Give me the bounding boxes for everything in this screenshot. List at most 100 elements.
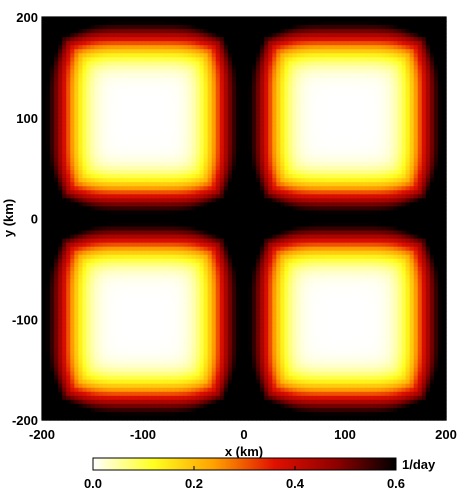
heatmap-cell xyxy=(207,45,213,50)
heatmap-cell xyxy=(90,53,96,58)
heatmap-cell xyxy=(114,21,120,26)
heatmap-cell xyxy=(130,182,136,187)
heatmap-cell xyxy=(296,121,302,127)
heatmap-cell xyxy=(227,202,233,208)
heatmap-cell xyxy=(292,69,298,75)
heatmap-cell xyxy=(296,162,302,167)
heatmap-cell xyxy=(328,77,334,83)
heatmap-cell xyxy=(42,194,47,199)
heatmap-cell xyxy=(288,17,294,22)
heatmap-cell xyxy=(126,97,132,103)
heatmap-cell xyxy=(300,37,306,42)
heatmap-cell xyxy=(203,37,209,42)
heatmap-cell xyxy=(179,145,184,151)
heatmap-cell xyxy=(147,125,152,131)
heatmap-cell xyxy=(211,45,217,50)
heatmap-cell xyxy=(66,166,71,171)
heatmap-cell xyxy=(110,129,116,135)
heatmap-cell xyxy=(114,113,120,119)
heatmap-cell xyxy=(284,29,290,34)
heatmap-cell xyxy=(195,73,201,79)
heatmap-cell xyxy=(151,113,156,119)
heatmap-cell xyxy=(239,162,245,167)
heatmap-cell xyxy=(288,186,294,191)
heatmap-cell xyxy=(126,73,132,79)
heatmap-cell xyxy=(332,101,338,107)
heatmap-cell xyxy=(191,190,197,195)
heatmap-cell xyxy=(381,57,386,62)
heatmap-cell xyxy=(437,65,443,70)
heatmap-cell xyxy=(138,174,144,179)
heatmap-cell xyxy=(134,97,140,103)
heatmap-cell xyxy=(215,89,221,95)
heatmap-cell xyxy=(82,85,88,91)
heatmap-cell xyxy=(429,41,435,46)
heatmap-cell xyxy=(207,121,213,127)
heatmap-cell xyxy=(155,65,160,70)
heatmap-cell xyxy=(102,194,108,199)
heatmap-cell xyxy=(130,194,136,199)
heatmap-cell xyxy=(425,194,431,199)
heatmap-cell xyxy=(373,41,378,46)
heatmap-cell xyxy=(373,210,378,216)
heatmap-cell xyxy=(276,33,281,38)
heatmap-cell xyxy=(78,129,83,135)
heatmap-cell xyxy=(187,182,193,187)
heatmap-cell xyxy=(223,21,229,26)
heatmap-cell xyxy=(199,33,205,38)
heatmap-cell xyxy=(324,174,330,179)
heatmap-cell xyxy=(110,89,116,95)
heatmap-cell xyxy=(389,141,395,147)
heatmap-cell xyxy=(70,77,75,83)
heatmap-cell xyxy=(70,178,75,183)
heatmap-cell xyxy=(211,33,217,38)
heatmap-cell xyxy=(151,33,156,38)
heatmap-cell xyxy=(138,77,144,83)
heatmap-cell xyxy=(86,154,92,159)
heatmap-cell xyxy=(345,178,350,183)
heatmap-cell xyxy=(219,81,225,87)
heatmap-cell xyxy=(143,49,148,54)
heatmap-cell xyxy=(365,149,370,155)
heatmap-cell xyxy=(151,166,156,171)
heatmap-cell xyxy=(248,141,253,147)
heatmap-cell xyxy=(58,186,63,191)
heatmap-cell xyxy=(86,65,92,70)
heatmap-cell xyxy=(155,149,160,155)
heatmap-cell xyxy=(401,158,407,163)
heatmap-cell xyxy=(207,105,213,111)
heatmap-cell xyxy=(349,81,354,87)
heatmap-cell xyxy=(86,214,92,220)
heatmap-cell xyxy=(175,61,180,66)
heatmap-cell xyxy=(328,129,334,135)
heatmap-cell xyxy=(381,85,386,91)
heatmap-cell xyxy=(361,97,366,103)
heatmap-cell xyxy=(62,186,67,191)
heatmap-cell xyxy=(98,210,104,216)
heatmap-cell xyxy=(159,93,164,99)
heatmap-cell xyxy=(409,73,415,79)
heatmap-cell xyxy=(332,202,338,208)
heatmap-cell xyxy=(272,141,277,147)
heatmap-cell xyxy=(280,133,285,139)
heatmap-cell xyxy=(138,37,144,42)
heatmap-cell xyxy=(155,97,160,103)
heatmap-cell xyxy=(167,69,172,75)
heatmap-cell xyxy=(328,49,334,54)
heatmap-cell xyxy=(361,65,366,70)
heatmap-cell xyxy=(106,101,112,107)
heatmap-cell xyxy=(78,149,83,155)
heatmap-cell xyxy=(280,198,285,203)
heatmap-cell xyxy=(300,117,306,123)
heatmap-cell xyxy=(417,45,423,50)
heatmap-cell xyxy=(349,57,354,62)
heatmap-cell xyxy=(349,101,354,107)
heatmap-cell xyxy=(244,25,249,30)
heatmap-cell xyxy=(260,85,265,91)
heatmap-cell xyxy=(134,49,140,54)
heatmap-cell xyxy=(179,97,184,103)
heatmap-cell xyxy=(312,125,318,131)
heatmap-cell xyxy=(421,170,427,175)
heatmap-cell xyxy=(130,214,136,220)
heatmap-cell xyxy=(207,214,213,220)
